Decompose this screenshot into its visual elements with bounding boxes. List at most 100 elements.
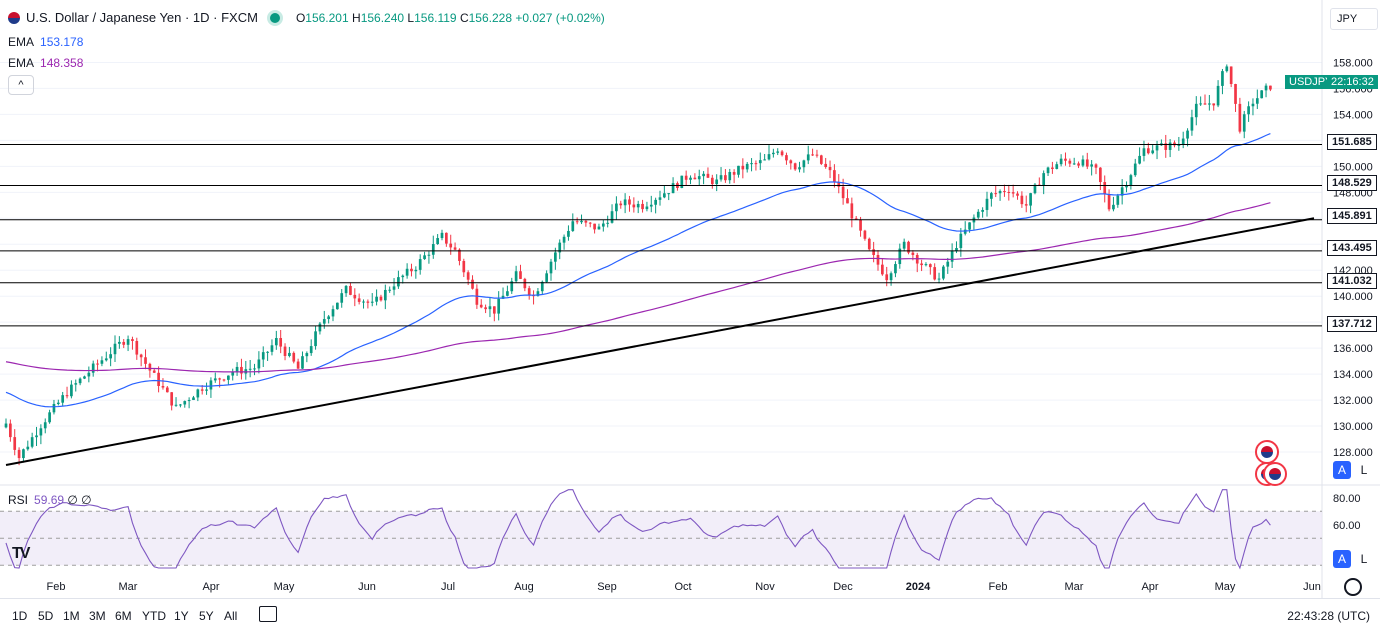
candle <box>575 221 579 223</box>
candle <box>200 389 204 391</box>
candle <box>292 352 296 362</box>
symbol-title[interactable]: U.S. Dollar / Japanese Yen · 1D · FXCM <box>26 10 258 25</box>
candle <box>719 175 723 180</box>
candle <box>1094 164 1098 168</box>
candle <box>1024 204 1028 206</box>
candle <box>785 155 788 161</box>
candle <box>854 218 858 220</box>
candle <box>889 273 893 281</box>
x-tick-label: Nov <box>755 581 775 593</box>
candle <box>274 338 278 346</box>
candle <box>30 437 34 447</box>
x-tick-label: Jul <box>441 581 455 593</box>
candle <box>597 226 601 230</box>
timeframe-1y[interactable]: 1Y <box>174 609 189 623</box>
candle <box>846 198 849 204</box>
x-tick-label: Jun <box>358 581 376 593</box>
rsi-legend[interactable]: RSI 59.69 ∅ ∅ <box>8 493 92 507</box>
event-flag-icon[interactable] <box>1263 462 1287 486</box>
candle <box>1059 158 1063 165</box>
candle <box>1151 150 1155 154</box>
candle <box>61 395 65 403</box>
tradingview-logo-icon[interactable]: TV <box>12 545 31 562</box>
timeframe-all[interactable]: All <box>224 609 238 623</box>
candle <box>1190 117 1194 131</box>
candle <box>235 366 239 373</box>
candle <box>841 186 845 199</box>
candle <box>623 199 627 206</box>
market-status-icon[interactable] <box>269 12 280 23</box>
candle <box>772 152 775 155</box>
x-tick-label: Aug <box>514 581 534 593</box>
candle <box>488 306 492 310</box>
candle <box>767 154 771 160</box>
candle <box>1255 98 1259 104</box>
candle <box>17 449 21 459</box>
candle <box>401 275 405 278</box>
candle <box>161 386 165 388</box>
candle <box>645 206 649 210</box>
candle <box>1146 148 1150 154</box>
timeframe-3m[interactable]: 3M <box>89 609 106 623</box>
candle <box>911 252 915 255</box>
candle <box>985 198 989 210</box>
candle <box>113 343 117 355</box>
candle <box>724 175 727 181</box>
candle <box>423 255 426 260</box>
ohlc-readout: O156.201 H156.240 L156.119 C156.228 +0.0… <box>295 10 605 25</box>
high-value: 156.240 <box>360 10 405 25</box>
log-scale-button[interactable]: L <box>1355 461 1373 479</box>
candle <box>205 389 208 391</box>
candle <box>562 236 566 243</box>
candle <box>981 209 984 212</box>
candle <box>806 154 810 161</box>
candle <box>1107 194 1111 210</box>
rsi-band <box>0 511 1322 566</box>
y-tick-label: 132.000 <box>1333 395 1373 407</box>
collapse-legend-button[interactable]: ^ <box>8 75 34 95</box>
ema-slow-legend[interactable]: EMA 148.358 <box>8 56 84 70</box>
candle <box>828 167 832 171</box>
candle <box>410 268 413 272</box>
candle <box>863 230 867 239</box>
timeframe-ytd[interactable]: YTD <box>142 609 166 623</box>
event-flag-icon[interactable] <box>1255 440 1279 464</box>
candle <box>1168 142 1172 150</box>
timeframe-5d[interactable]: 5D <box>38 609 54 623</box>
timeframe-1d[interactable]: 1D <box>12 609 28 623</box>
candle <box>610 211 614 223</box>
settings-icon[interactable] <box>1344 578 1362 596</box>
candle <box>872 249 875 255</box>
candle <box>35 435 38 438</box>
candle <box>418 259 422 270</box>
candle <box>741 165 745 170</box>
candle <box>1177 144 1181 146</box>
auto-scale-button[interactable]: A <box>1333 461 1351 479</box>
change-value: +0.027 (+0.02%) <box>515 10 605 25</box>
utc-clock[interactable]: 22:43:28 (UTC) <box>1287 609 1370 623</box>
candle <box>789 160 793 164</box>
rsi-line <box>5 489 1271 570</box>
currency-selector[interactable]: JPY <box>1330 8 1378 30</box>
x-tick-label: 2024 <box>906 581 931 593</box>
candle <box>776 151 780 153</box>
rsi-auto-scale-button[interactable]: A <box>1333 550 1351 568</box>
ema-fast-legend[interactable]: EMA 153.178 <box>8 35 84 49</box>
candle <box>296 361 300 369</box>
candle <box>584 220 588 223</box>
timeframe-1m[interactable]: 1M <box>63 609 80 623</box>
date-range-calendar-icon[interactable] <box>259 606 277 622</box>
candle <box>405 268 409 276</box>
candle <box>1016 193 1019 196</box>
timeframe-6m[interactable]: 6M <box>115 609 132 623</box>
candle <box>1155 145 1159 151</box>
rsi-log-scale-button[interactable]: L <box>1355 550 1373 568</box>
candle <box>436 238 439 245</box>
candle <box>876 254 880 265</box>
candle <box>479 304 483 308</box>
candle <box>684 175 688 180</box>
candle <box>1090 164 1093 167</box>
candle <box>1186 130 1189 139</box>
timeframe-5y[interactable]: 5Y <box>199 609 214 623</box>
